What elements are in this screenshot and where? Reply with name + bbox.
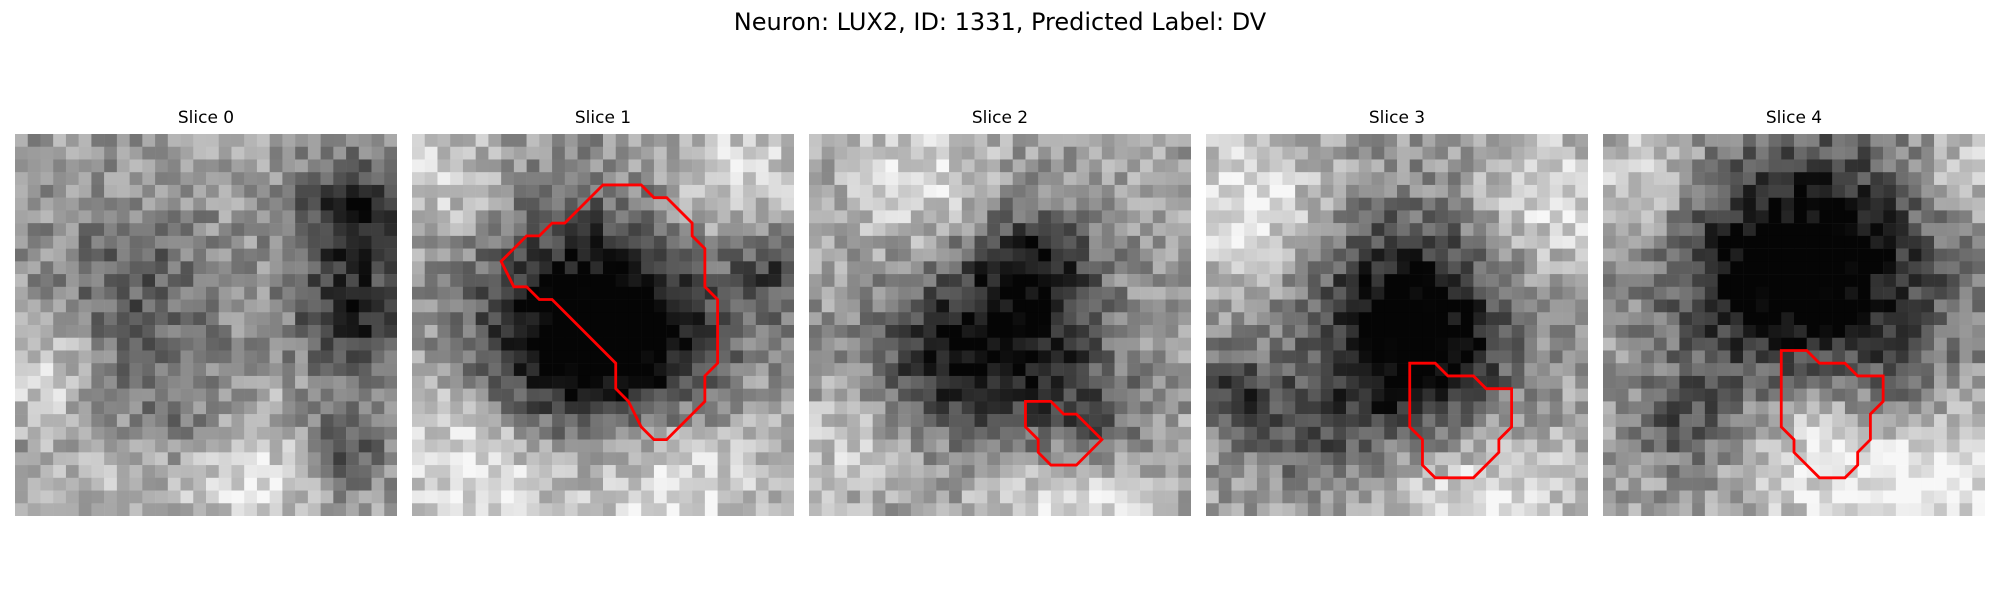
slice-panel-2: Slice 2	[809, 105, 1191, 516]
segmentation-contour-3	[1408, 361, 1514, 480]
pixel-grid-4	[1603, 134, 1985, 516]
segmentation-contour-4	[1779, 349, 1885, 480]
pixel-grid-0	[15, 134, 397, 516]
slice-image-0	[15, 134, 397, 516]
slice-panel-4: Slice 4	[1603, 105, 1985, 516]
slice-image-1	[412, 134, 794, 516]
slice-title-0: Slice 0	[177, 108, 235, 128]
pixel-grid-2	[809, 134, 1191, 516]
slice-image-2	[809, 134, 1191, 516]
slice-title-4: Slice 4	[1765, 108, 1823, 128]
slice-title-3: Slice 3	[1368, 108, 1426, 128]
slice-title-1: Slice 1	[574, 108, 632, 128]
segmentation-contour-1	[499, 183, 720, 442]
pixel-grid-3	[1206, 134, 1588, 516]
slice-image-4	[1603, 134, 1985, 516]
slice-panel-3: Slice 3	[1206, 105, 1588, 516]
segmentation-contour-2	[1024, 399, 1104, 467]
slice-panel-0: Slice 0	[15, 105, 397, 516]
slice-image-3	[1206, 134, 1588, 516]
figure-title: Neuron: LUX2, ID: 1331, Predicted Label:…	[733, 8, 1267, 36]
pixel-grid-1	[412, 134, 794, 516]
slice-panel-1: Slice 1	[412, 105, 794, 516]
slice-title-2: Slice 2	[971, 108, 1029, 128]
